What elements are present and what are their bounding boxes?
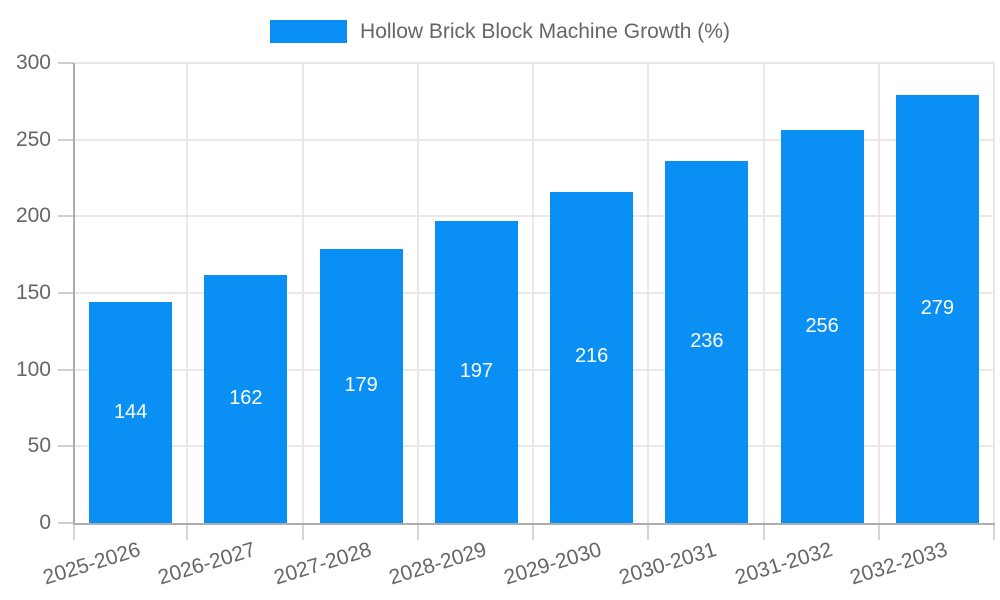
x-tick-6: [762, 523, 765, 540]
x-tick-4: [532, 523, 534, 540]
x-tick-8: [993, 523, 995, 540]
x-axis-label-2032-2033: 2032-2033: [847, 538, 951, 590]
bars-layer: 144 162 179 197 216 236 256 279: [73, 63, 995, 523]
bar-value-label: 216: [574, 345, 609, 368]
x-axis-labels: 2025-2026 2026-2027 2027-2028 2028-2029 2029…: [41, 523, 995, 600]
y-axis-line: [73, 63, 75, 523]
y-tick-150: [58, 292, 73, 294]
gridline-x-8: [993, 63, 995, 523]
y-axis-label-100: 100: [15, 357, 51, 381]
bar-2032-2033[interactable]: 279: [895, 95, 979, 523]
bar-2026-2027[interactable]: 162: [204, 274, 288, 523]
gridline-x-3: [416, 63, 419, 523]
bar-2028-2029[interactable]: 197: [434, 220, 518, 523]
y-axis-label-200: 200: [15, 204, 51, 228]
gridline-x-2: [301, 63, 304, 523]
gridline-y-50: [73, 445, 995, 448]
gridline-x-5: [647, 63, 650, 523]
x-axis-label-2027-2028: 2027-2028: [271, 538, 374, 590]
x-tick-7: [877, 523, 880, 540]
gridline-y-100: [73, 368, 995, 371]
gridline-y-200: [73, 215, 995, 218]
x-tick-5: [647, 523, 650, 540]
y-axis-label-50: 50: [27, 434, 51, 458]
bar-value-label: 179: [344, 373, 378, 396]
x-axis-label-2031-2032: 2031-2032: [732, 538, 835, 590]
y-axis-label-250: 250: [15, 127, 51, 151]
y-axis-labels: 0 50 100 150 200 250 300: [0, 51, 73, 534]
y-axis-label-150: 150: [15, 281, 51, 304]
y-tick-250: [58, 138, 73, 141]
legend[interactable]: Hollow Brick Block Machine Growth (%): [0, 20, 1000, 43]
x-tick-1: [186, 523, 189, 540]
x-tick-3: [416, 523, 419, 540]
gridline-x-1: [186, 63, 189, 523]
y-tick-100: [58, 368, 73, 371]
x-axis-label-2025-2026: 2025-2026: [40, 538, 144, 590]
gridline-y-150: [73, 292, 995, 294]
y-tick-0: [58, 522, 73, 524]
bar-value-label: 197: [459, 359, 494, 382]
x-axis-label-2028-2029: 2028-2029: [386, 538, 490, 590]
bar-2031-2032[interactable]: 256: [780, 130, 864, 523]
bar-2029-2030[interactable]: 216: [550, 191, 634, 523]
gridline-y-250: [73, 138, 995, 141]
gridline-x-7: [877, 63, 880, 523]
y-tick-50: [58, 445, 73, 448]
y-axis-label-300: 300: [15, 51, 51, 74]
bar-value-label: 256: [805, 314, 839, 337]
bar-value-label: 279: [920, 297, 955, 320]
x-axis-line: [73, 523, 995, 525]
y-tick-200: [58, 215, 73, 218]
gridline-x-4: [532, 63, 534, 523]
bar-value-label: 144: [113, 400, 148, 423]
bar-2030-2031[interactable]: 236: [665, 161, 749, 523]
x-axis-label-2029-2030: 2029-2030: [501, 538, 605, 590]
legend-swatch-icon: [270, 20, 348, 43]
x-tick-0: [73, 523, 75, 540]
gridline-y-300: [73, 62, 995, 64]
y-axis-label-0: 0: [39, 511, 51, 534]
x-axis-label-2026-2027: 2026-2027: [155, 538, 259, 590]
bar-2027-2028[interactable]: 179: [319, 248, 403, 523]
legend-label: Hollow Brick Block Machine Growth (%): [360, 20, 730, 43]
y-tick-300: [58, 62, 73, 64]
x-tick-2: [301, 523, 304, 540]
bar-2025-2026[interactable]: 144: [89, 302, 173, 523]
plot-area: 144 162 179 197 216 236 256 279: [58, 62, 995, 540]
bar-value-label: 162: [229, 386, 263, 409]
gridline-x-6: [762, 63, 765, 523]
x-axis-label-2030-2031: 2030-2031: [616, 538, 720, 590]
bar-value-label: 236: [690, 330, 724, 353]
